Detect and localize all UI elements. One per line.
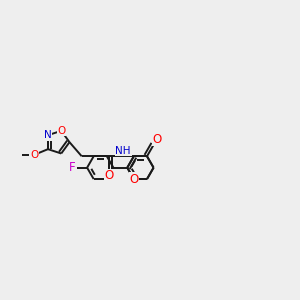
Text: NH: NH	[116, 146, 131, 156]
Text: F: F	[68, 161, 75, 174]
Text: O: O	[105, 169, 114, 182]
Text: O: O	[152, 133, 161, 146]
Text: O: O	[129, 172, 139, 186]
Text: N: N	[44, 130, 52, 140]
Text: O: O	[30, 150, 38, 160]
Text: O: O	[57, 126, 65, 136]
